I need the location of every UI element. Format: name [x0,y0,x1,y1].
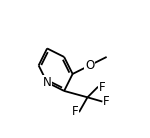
Text: F: F [71,105,78,118]
Text: O: O [85,59,94,72]
Text: N: N [43,76,51,89]
Text: F: F [99,81,106,94]
Text: F: F [103,95,110,108]
